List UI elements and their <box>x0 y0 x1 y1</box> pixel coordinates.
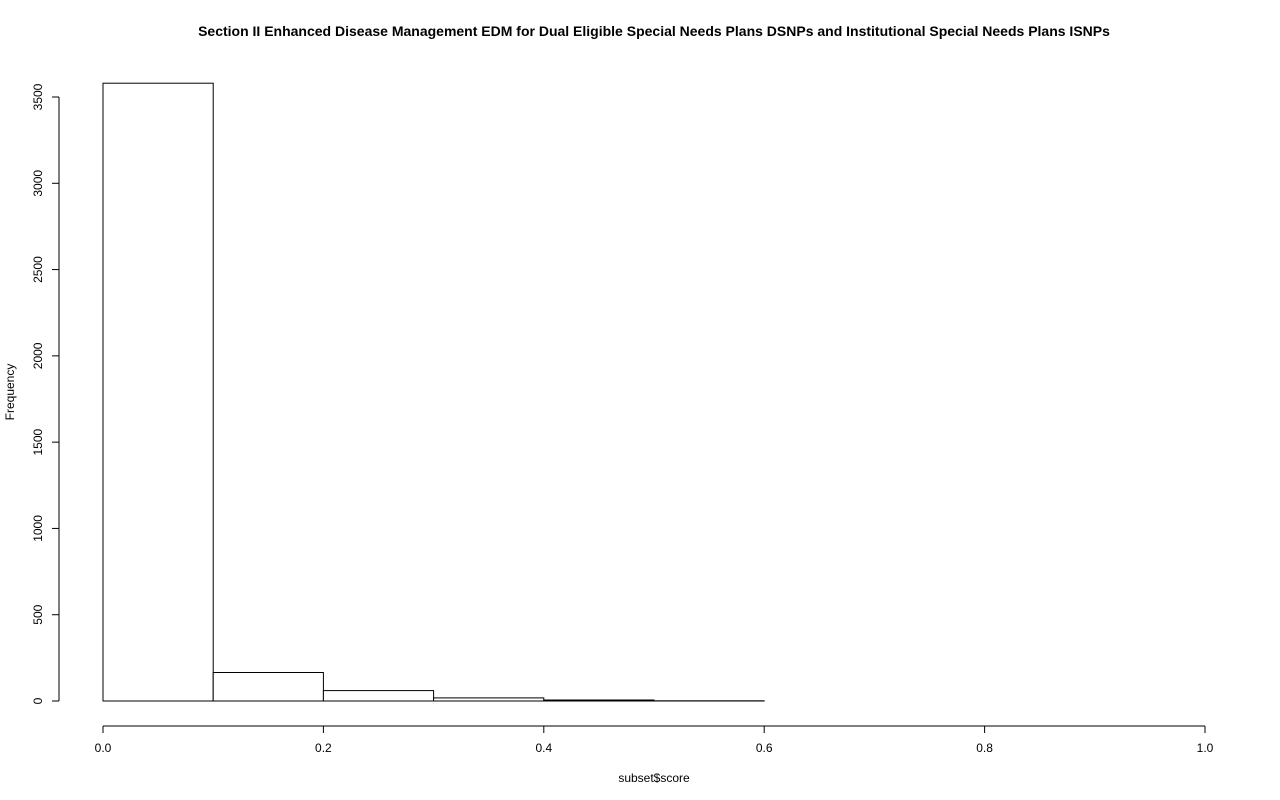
histogram-bar-3 <box>433 697 545 702</box>
y-tick-label: 1500 <box>31 428 45 455</box>
x-axis: 0.0 0.2 0.4 0.6 0.8 1.0 <box>95 725 1214 755</box>
y-axis-label: Frequency <box>3 364 17 421</box>
histogram-bar-2 <box>322 690 435 702</box>
y-tick-label: 500 <box>31 604 45 624</box>
x-tick-label: 0.4 <box>535 741 552 755</box>
y-tick-label: 2000 <box>31 342 45 369</box>
histogram-bar-0 <box>102 82 214 702</box>
x-tick-label: 0.6 <box>756 741 773 755</box>
y-axis: 0 500 1000 1500 2000 2500 3000 3500 <box>31 83 60 704</box>
histogram-bar-4 <box>543 699 655 702</box>
x-tick-label: 0.2 <box>315 741 332 755</box>
y-tick-label: 1000 <box>31 515 45 542</box>
x-tick-label: 0.0 <box>95 741 112 755</box>
x-axis-label: subset$score <box>618 771 690 785</box>
chart-title: Section II Enhanced Disease Management E… <box>198 23 1110 39</box>
x-tick-label: 0.8 <box>976 741 993 755</box>
y-tick-label: 0 <box>31 697 45 704</box>
histogram-bar-1 <box>212 672 324 702</box>
y-tick-label: 3500 <box>31 83 45 110</box>
y-tick-label: 2500 <box>31 256 45 283</box>
y-tick-label: 3000 <box>31 170 45 197</box>
x-tick-label: 1.0 <box>1197 741 1214 755</box>
bars-group <box>102 82 765 702</box>
